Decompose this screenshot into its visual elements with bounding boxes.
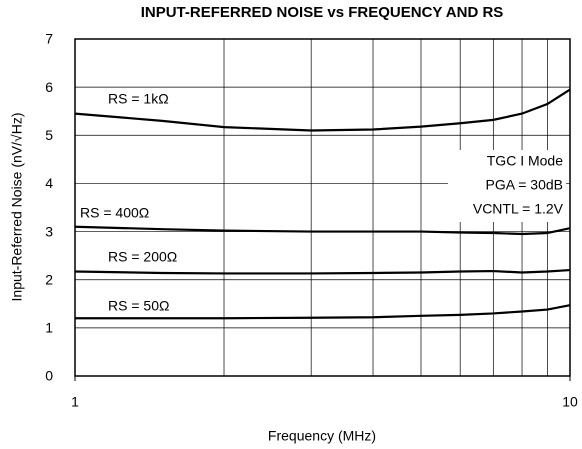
- y-axis-label: Input-Referred Noise (nV/√Hz): [9, 113, 25, 302]
- line-series: [74, 88, 571, 132]
- x-tick-label: 1: [71, 394, 79, 410]
- y-tick-label: 3: [45, 223, 53, 239]
- y-tick-label: 5: [45, 127, 53, 143]
- series-label: RS = 200Ω: [108, 249, 177, 265]
- y-tick-label: 1: [45, 320, 53, 336]
- line-series: [74, 268, 571, 275]
- plot-frame: [74, 38, 571, 377]
- annotation: TGC I Mode: [487, 153, 563, 169]
- series-label: RS = 400Ω: [80, 205, 149, 221]
- annotation: VCNTL = 1.2V: [473, 201, 564, 217]
- line-series: [74, 225, 571, 236]
- y-tick-label: 2: [45, 271, 53, 287]
- x-axis-label: Frequency (MHz): [268, 428, 376, 444]
- x-tick-label: 10: [562, 394, 578, 410]
- chart-title: INPUT-REFERRED NOISE vs FREQUENCY AND RS: [141, 4, 504, 21]
- series-label: RS = 50Ω: [108, 298, 169, 314]
- annotation: PGA = 30dB: [486, 177, 563, 193]
- y-tick-label: 4: [45, 175, 53, 191]
- y-tick-label: 7: [45, 31, 53, 47]
- annotation-box: [448, 150, 566, 222]
- line-series: [75, 304, 571, 320]
- y-tick-label: 0: [45, 368, 53, 384]
- series-label: RS = 1kΩ: [108, 91, 169, 107]
- y-tick-label: 6: [45, 79, 53, 95]
